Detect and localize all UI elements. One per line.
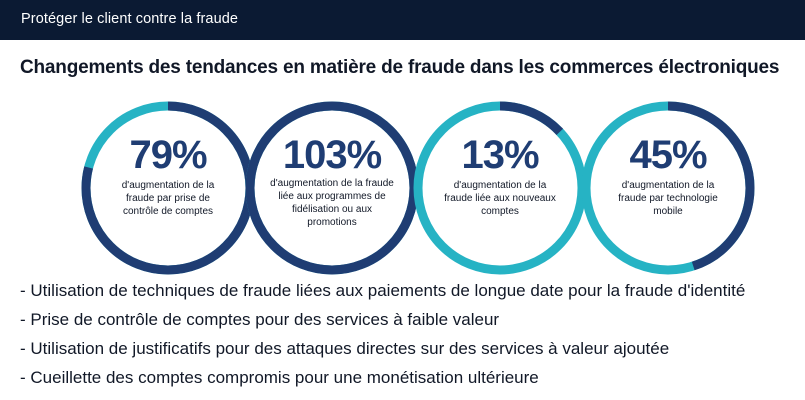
bullet-item: - Prise de contrôle de comptes pour des … [20,310,500,329]
stat-new-accounts: 13% d'augmentation de la fraude liée aux… [410,98,590,278]
stat-value: 103% [282,133,382,177]
stat-value: 13% [461,133,539,177]
progress-ring-arc [413,101,587,275]
stat-label: d'augmentation de la fraude liée aux nou… [444,180,556,217]
stat-label: d'augmentation de la fraude par technolo… [618,180,718,217]
header-bar: Protéger le client contre la fraude [0,0,805,40]
bullet-item: - Utilisation de techniques de fraude li… [20,281,746,300]
bullet-list: - Utilisation de techniques de fraude li… [20,280,745,396]
page-heading: Changements des tendances en matière de … [20,57,780,78]
stat-loyalty-fraud: 103% d'augmentation de la fraude liée au… [242,98,422,278]
bullet-item: - Cueillette des comptes compromis pour … [20,368,539,387]
progress-ring [581,101,755,275]
stat-account-takeover: 79% d'augmentation de la fraude par pris… [78,98,258,278]
stat-value: 45% [629,133,707,177]
bullet-item: - Utilisation de justificatifs pour des … [20,339,670,358]
stat-value: 79% [129,133,207,177]
stat-mobile-fraud: 45% d'augmentation de la fraude par tech… [578,98,758,278]
progress-ring-arc [581,101,755,275]
stat-label: d'augmentation de la fraude par prise de… [121,180,215,217]
header-title: Protéger le client contre la fraude [21,11,239,27]
stat-label: d'augmentation de la fraude liée aux pro… [270,178,394,228]
